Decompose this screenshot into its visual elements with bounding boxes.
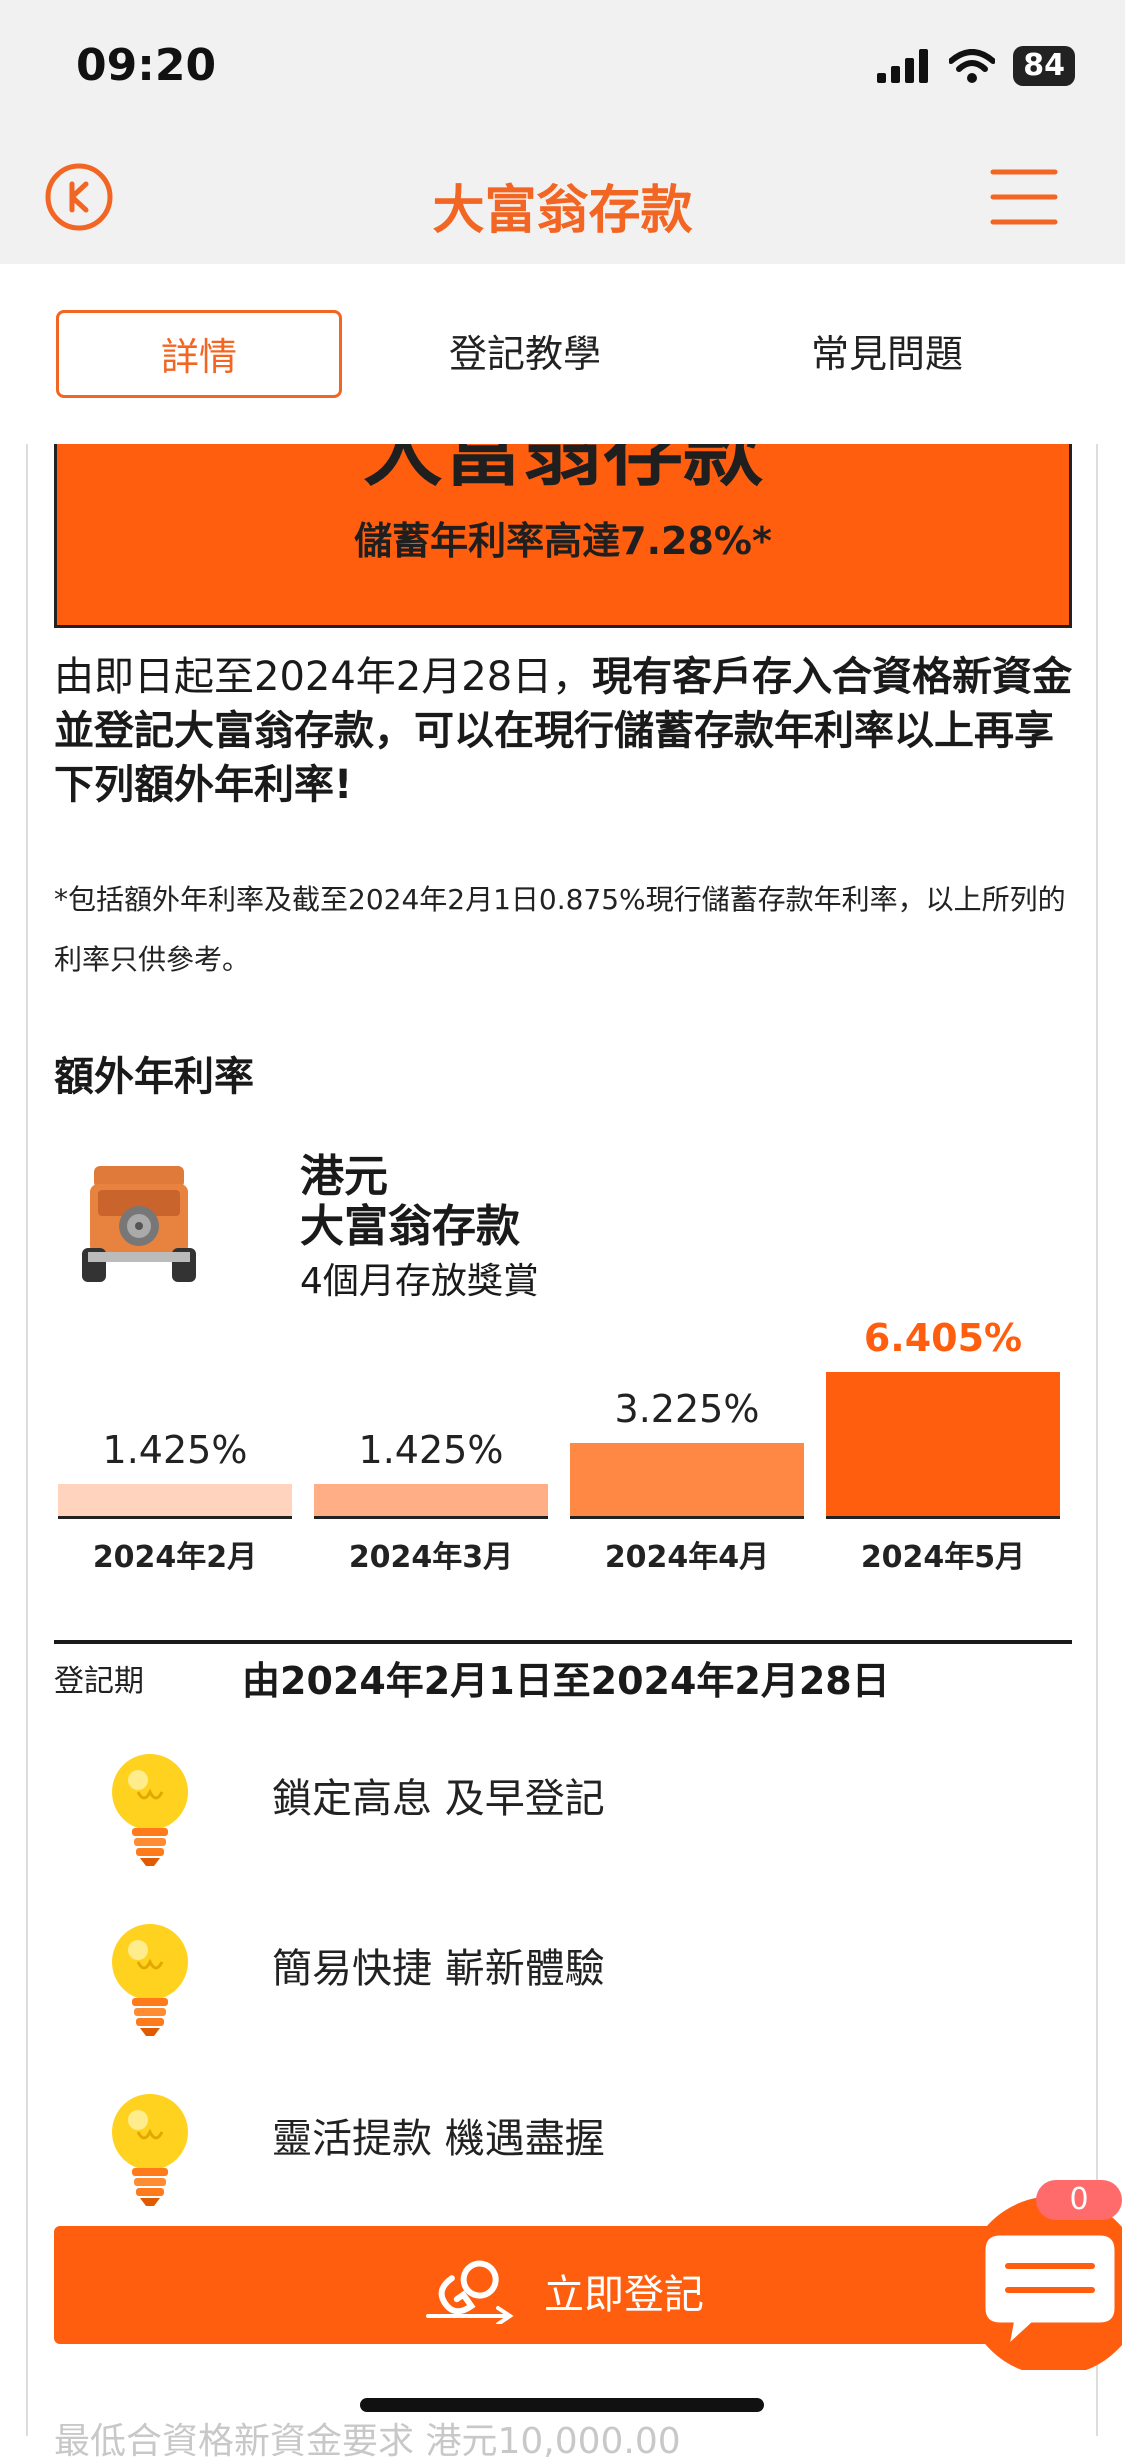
banner-title: 大富翁存款 — [363, 444, 763, 497]
chat-icon[interactable] — [962, 2190, 1122, 2370]
product-currency: 港元 — [300, 1151, 388, 1202]
feature-text: 鎖定高息 及早登記 — [272, 1776, 605, 1822]
wifi-icon — [949, 49, 996, 83]
feature-text: 靈活提款 機遇盡握 — [272, 2116, 605, 2162]
menu-icon[interactable] — [989, 162, 1059, 232]
tab-faq[interactable]: 常見問題 — [810, 332, 963, 376]
lightbulb-icon — [112, 1924, 188, 2036]
feature-text: 簡易快捷 嶄新體驗 — [272, 1946, 605, 1992]
go-icon — [426, 2260, 514, 2324]
promo-banner: 大富翁存款 儲蓄年利率高達7.28%* — [54, 444, 1072, 628]
lightbulb-icon — [112, 1754, 188, 1866]
app-header — [0, 140, 1125, 264]
signal-icon — [877, 49, 929, 83]
tab-details[interactable]: 詳情 — [56, 310, 342, 398]
register-now-button[interactable] — [54, 2226, 1054, 2344]
chat-badge: 0 — [1036, 2180, 1122, 2220]
intro-text: 由即日起至2024年2月28日，現有客戶存入合資格新資金並登記大富翁存款，可以在… — [54, 650, 1074, 812]
min-deposit-text: 最低合資格新資金要求 港元10,000.00 — [54, 2421, 681, 2462]
home-indicator — [360, 2398, 764, 2412]
product-subtitle: 4個月存放獎賞 — [300, 1261, 539, 1302]
page-title: 大富翁存款 — [432, 181, 693, 241]
back-icon[interactable] — [44, 162, 114, 232]
intro-plain: 由即日起至2024年2月28日， — [54, 654, 593, 700]
battery-indicator: 84 — [1013, 46, 1075, 86]
registration-period: 由2024年2月1日至2024年2月28日 — [242, 1659, 890, 1703]
footnote: *包括額外年利率及截至2024年2月1日0.875%現行儲蓄存款年利率，以上所列… — [54, 883, 1066, 976]
register-now-label: 立即登記 — [544, 2272, 704, 2318]
lightbulb-icon — [112, 2094, 188, 2206]
product-title: 大富翁存款 — [300, 1201, 520, 1252]
registration-label: 登記期 — [54, 1664, 144, 1699]
product-name: 港元 大富翁存款 — [300, 1152, 520, 1252]
tab-registration-guide[interactable]: 登記教學 — [448, 332, 601, 376]
status-time: 09:20 — [76, 40, 217, 91]
section-title: 額外年利率 — [54, 1054, 254, 1100]
content-frame — [26, 444, 1098, 2436]
tab-bar — [0, 264, 1125, 444]
status-icons: 84 — [877, 46, 1075, 86]
intro-bold: 現有客戶存入合資格新資金並登記大富翁存款，可以在現行儲蓄存款年利率以上再享下列額… — [54, 654, 1073, 808]
vintage-car-icon — [82, 1166, 196, 1282]
divider — [54, 1640, 1072, 1644]
banner-subtitle: 儲蓄年利率高達7.28%* — [354, 519, 772, 563]
status-bar — [0, 0, 1125, 140]
